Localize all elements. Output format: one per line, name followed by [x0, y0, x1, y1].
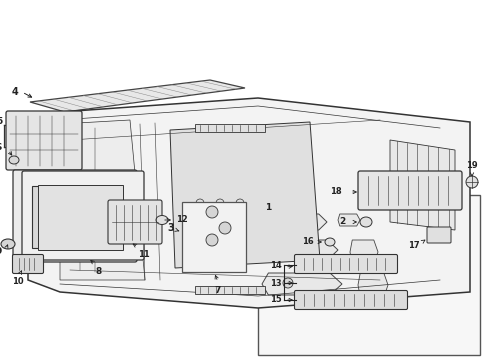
FancyBboxPatch shape [358, 171, 462, 210]
Ellipse shape [9, 156, 19, 164]
Text: 16: 16 [302, 238, 314, 247]
Text: 11: 11 [138, 250, 150, 259]
Polygon shape [60, 120, 145, 280]
Bar [195, 286, 265, 294]
Bar [32, 186, 112, 248]
Ellipse shape [156, 216, 168, 225]
Text: 8: 8 [95, 267, 101, 276]
Circle shape [196, 199, 204, 207]
FancyBboxPatch shape [13, 170, 137, 262]
Polygon shape [338, 214, 360, 226]
Text: 10: 10 [12, 277, 24, 286]
Polygon shape [30, 80, 245, 112]
Ellipse shape [1, 239, 15, 249]
FancyBboxPatch shape [427, 227, 451, 243]
Polygon shape [358, 272, 388, 298]
Text: 17: 17 [408, 242, 420, 251]
Circle shape [216, 199, 224, 207]
Text: 19: 19 [466, 161, 478, 170]
Text: 13: 13 [270, 279, 282, 288]
Polygon shape [28, 98, 470, 308]
FancyBboxPatch shape [6, 111, 82, 170]
Bar [182, 202, 246, 272]
FancyBboxPatch shape [22, 171, 144, 260]
Text: 15: 15 [270, 296, 282, 305]
Circle shape [206, 234, 218, 246]
Circle shape [283, 278, 293, 288]
Circle shape [219, 222, 231, 234]
Text: 2: 2 [339, 217, 345, 226]
Bar [195, 124, 265, 132]
Text: 3: 3 [167, 223, 174, 233]
Circle shape [466, 176, 478, 188]
Text: 9: 9 [0, 248, 2, 256]
Text: 12: 12 [176, 216, 188, 225]
Text: 6: 6 [0, 143, 2, 152]
Polygon shape [262, 273, 342, 295]
FancyBboxPatch shape [294, 255, 397, 274]
Bar [258, 195, 480, 355]
Text: 7: 7 [215, 286, 221, 295]
Ellipse shape [325, 238, 335, 246]
FancyBboxPatch shape [13, 255, 44, 274]
Polygon shape [350, 240, 378, 264]
Text: 5: 5 [0, 117, 2, 126]
Text: 1: 1 [265, 203, 271, 212]
FancyBboxPatch shape [108, 200, 162, 244]
Polygon shape [170, 122, 320, 268]
Circle shape [236, 199, 244, 207]
Ellipse shape [360, 217, 372, 227]
Text: 14: 14 [270, 261, 282, 270]
Polygon shape [272, 214, 327, 230]
Text: 18: 18 [330, 188, 342, 197]
Circle shape [206, 206, 218, 218]
Bar [38, 185, 123, 250]
Text: 4: 4 [11, 87, 18, 97]
Polygon shape [390, 140, 455, 230]
Polygon shape [268, 240, 338, 260]
FancyBboxPatch shape [294, 291, 408, 310]
